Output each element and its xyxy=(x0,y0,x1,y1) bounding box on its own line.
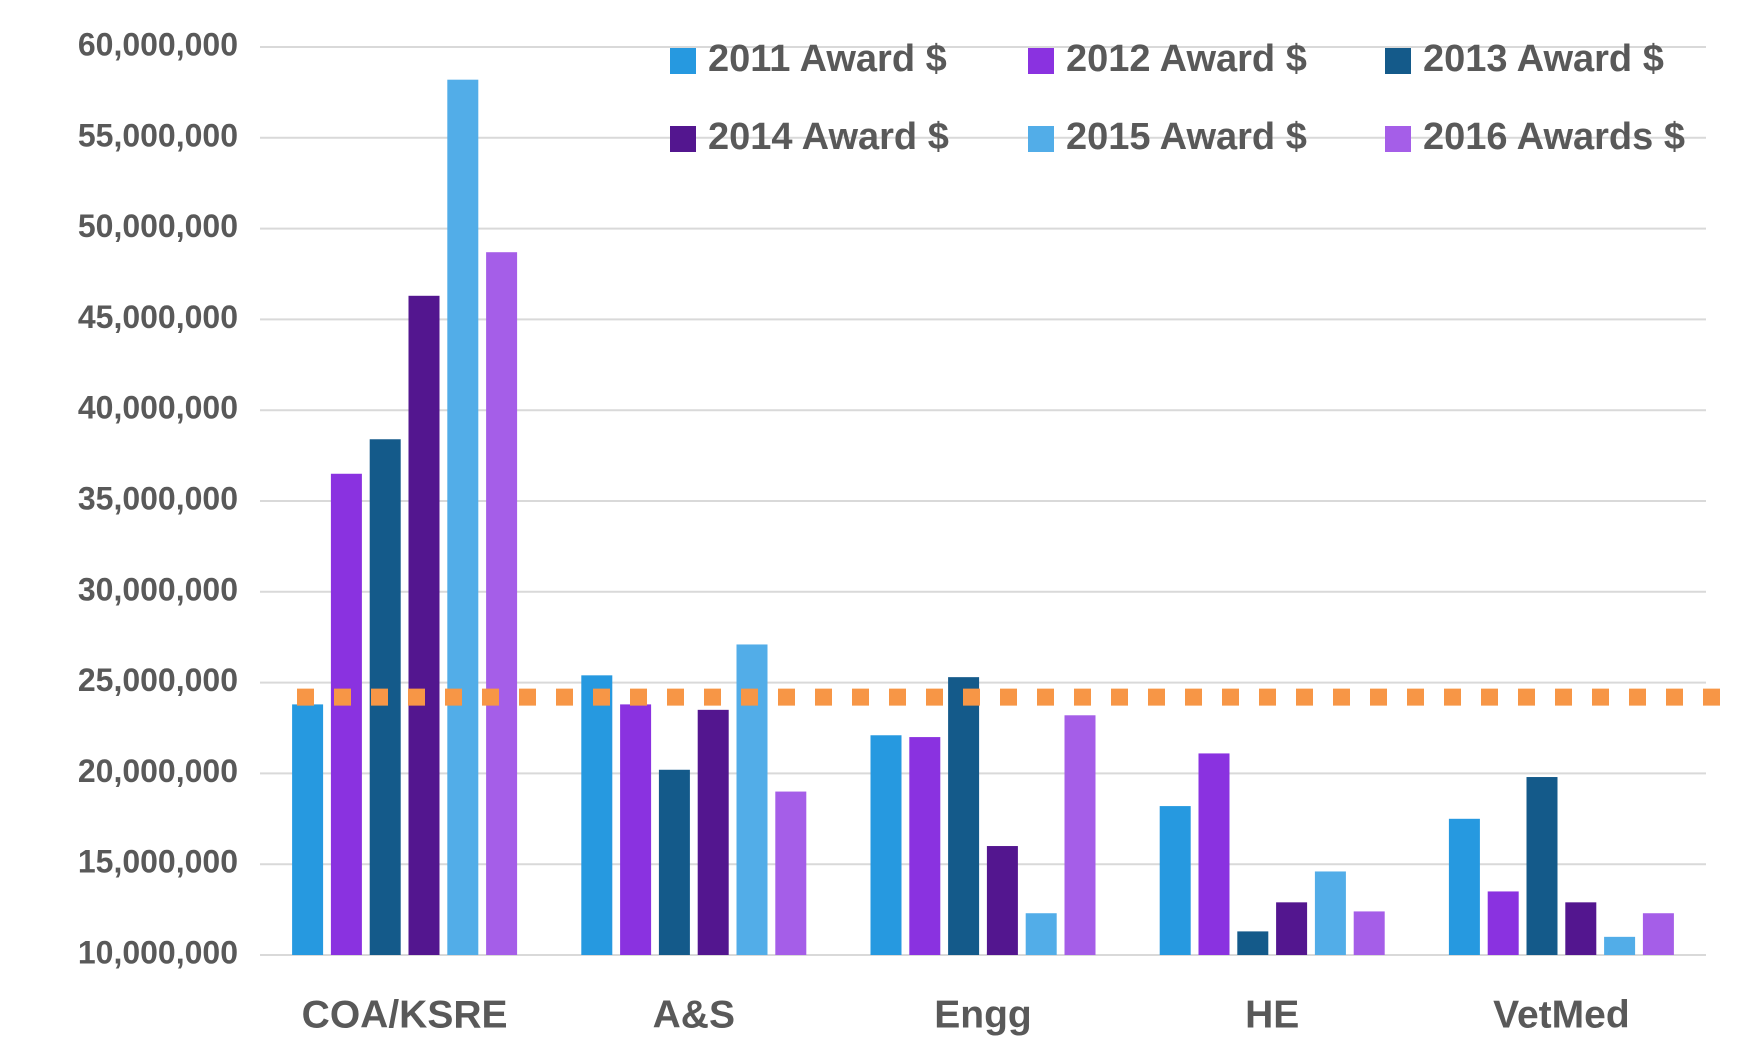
bar xyxy=(909,737,941,955)
bar xyxy=(775,791,807,955)
bar xyxy=(1276,902,1308,955)
legend-label: 2011 Award $ xyxy=(708,38,947,80)
legend-swatch xyxy=(670,126,696,152)
y-tick-label: 60,000,000 xyxy=(78,26,238,62)
legend-label: 2016 Awards $ xyxy=(1423,116,1685,158)
y-tick-label: 55,000,000 xyxy=(78,117,238,153)
bar xyxy=(1565,902,1597,955)
legend-swatch xyxy=(1385,48,1411,74)
bar xyxy=(1159,806,1191,955)
legend-label: 2014 Award $ xyxy=(708,116,949,158)
y-tick-label: 25,000,000 xyxy=(78,662,238,698)
y-tick-label: 50,000,000 xyxy=(78,208,238,244)
y-tick-label: 40,000,000 xyxy=(78,390,238,426)
bar xyxy=(581,675,613,955)
x-tick-label: A&S xyxy=(653,993,735,1036)
bar xyxy=(486,252,518,955)
bar xyxy=(1526,777,1558,955)
y-tick-label: 45,000,000 xyxy=(78,299,238,335)
bar xyxy=(948,677,980,955)
y-tick-label: 15,000,000 xyxy=(78,844,238,880)
bar xyxy=(697,709,729,955)
legend-label: 2013 Award $ xyxy=(1423,38,1664,80)
legend-swatch xyxy=(1028,48,1054,74)
x-tick-label: COA/KSRE xyxy=(302,993,508,1036)
bar xyxy=(1604,936,1636,955)
bar xyxy=(620,704,652,955)
bar xyxy=(330,473,362,955)
legend-swatch xyxy=(1385,126,1411,152)
y-tick-label: 10,000,000 xyxy=(78,934,238,970)
y-tick-label: 20,000,000 xyxy=(78,753,238,789)
bar xyxy=(1487,891,1519,955)
bar xyxy=(1448,818,1480,955)
legend-label: 2012 Award $ xyxy=(1066,38,1307,80)
bar xyxy=(408,295,440,955)
bar xyxy=(1353,911,1385,955)
bar xyxy=(1642,913,1674,955)
bar xyxy=(1314,871,1346,955)
bar xyxy=(447,79,479,956)
bar xyxy=(1064,715,1096,955)
x-tick-label: HE xyxy=(1245,993,1299,1036)
bar xyxy=(658,769,690,955)
bar xyxy=(292,704,324,955)
legend-label: 2015 Award $ xyxy=(1066,116,1307,158)
bar xyxy=(1025,913,1057,955)
y-tick-label: 35,000,000 xyxy=(78,480,238,516)
bar xyxy=(986,846,1018,955)
x-tick-label: VetMed xyxy=(1493,993,1630,1036)
legend-swatch xyxy=(1028,126,1054,152)
bar xyxy=(1198,753,1230,955)
x-tick-label: Engg xyxy=(934,993,1031,1036)
bar xyxy=(870,735,902,955)
bar xyxy=(1237,931,1269,955)
y-tick-label: 30,000,000 xyxy=(78,571,238,607)
legend-swatch xyxy=(670,48,696,74)
